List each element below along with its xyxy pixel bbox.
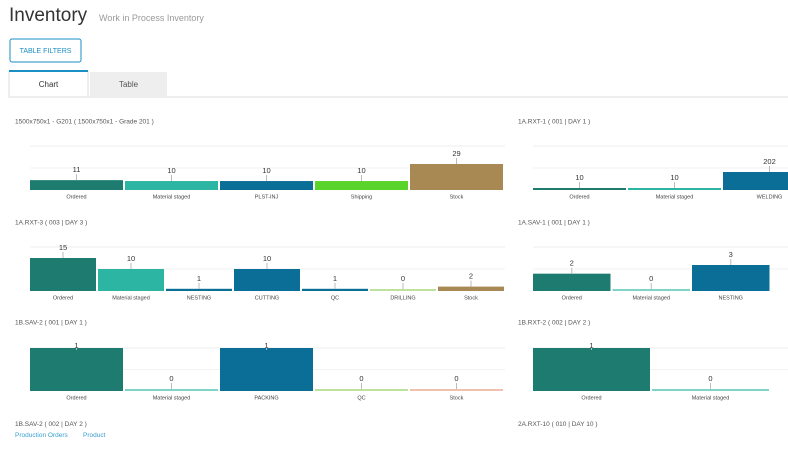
panel-title: 1B.SAV-2 ( 001 | DAY 1 ) [15,320,87,327]
category-label: Ordered [581,395,601,401]
panel-title: 1B.RXT-2 ( 002 | DAY 2 ) [518,320,590,327]
category-label: Stock [450,395,464,401]
bar [692,265,770,291]
bar [220,181,313,190]
filter-button[interactable] [9,38,82,63]
data-label: 10 [262,166,270,175]
category-label: Ordered [66,395,86,401]
bar [220,348,313,391]
data-label: 1 [333,274,337,283]
panel-title: 1A.RXT-1 ( 001 | DAY 1 ) [518,119,590,126]
data-label: 1 [74,341,78,350]
category-label: NESTING [187,295,211,301]
bar [30,180,123,190]
tab[interactable] [90,72,167,97]
category-label: QC [331,295,339,301]
category-label: WELDING [757,194,783,200]
tab-label[interactable]: Table [119,80,139,89]
tab-label[interactable]: Chart [39,80,59,89]
data-label: 10 [357,166,365,175]
data-label: 10 [670,173,678,182]
data-label: 10 [127,254,135,263]
bar [30,348,123,391]
panel-title: 1A.SAV-1 ( 001 | DAY 1 ) [518,220,590,227]
tab-active[interactable] [8,70,89,98]
bar [438,286,504,291]
data-label: 15 [59,243,67,252]
data-label: 11 [73,165,81,174]
category-label: Material staged [153,395,191,401]
data-label: 0 [169,374,173,383]
data-label: 10 [575,173,583,182]
bar [370,289,436,291]
data-label: 2 [469,272,473,281]
data-label: 0 [401,274,405,283]
panel-title: 1B.SAV-2 ( 002 | DAY 2 ) [15,421,87,428]
bar [533,348,650,391]
page-subtitle: Work in Process Inventory [99,13,204,23]
filter-button-label[interactable]: TABLE FILTERS [20,48,72,55]
panel-title: 2A.RXT-10 ( 010 | DAY 10 ) [518,421,598,428]
category-label: Material staged [692,395,730,401]
data-label: 0 [649,274,653,283]
category-label: Ordered [569,194,589,200]
category-label: Material staged [656,194,694,200]
bar [125,389,218,391]
data-label: 1 [589,341,593,350]
category-label: PACKING [254,395,278,401]
data-label: 0 [359,374,363,383]
category-label: Ordered [562,295,582,301]
panel-title: 1500x750x1 - G201 ( 1500x750x1 - Grade 2… [15,119,154,126]
category-label: Material staged [153,194,191,200]
bar [410,389,503,391]
data-label: 2 [570,259,574,268]
bar [410,164,503,190]
data-label: 29 [452,149,460,158]
bar [315,181,408,190]
data-label: 1 [197,274,201,283]
data-label: 10 [167,166,175,175]
bar [652,389,769,391]
bar [125,181,218,190]
bar [533,188,626,190]
data-label: 1 [264,341,268,350]
category-label: NESTING [719,295,743,301]
category-label: QC [357,395,365,401]
data-label: 0 [454,374,458,383]
data-label: 3 [729,250,733,259]
data-label: 10 [263,254,271,263]
bar [315,389,408,391]
category-label: Material staged [632,295,670,301]
bar [628,188,721,190]
category-label: Ordered [53,295,73,301]
category-label: CUTTING [255,295,279,301]
category-label: Stock [450,194,464,200]
footer-link[interactable]: Product [83,432,106,439]
category-label: Material staged [112,295,150,301]
category-label: Ordered [66,194,86,200]
bar [166,288,232,291]
bar [612,289,690,291]
bar [98,269,164,291]
bar [533,273,611,291]
bar [30,258,96,291]
category-label: Stock [464,295,478,301]
category-label: PLST-INJ [255,194,279,200]
data-label: 0 [708,374,712,383]
bar [723,172,788,190]
category-label: Shipping [351,194,372,200]
page-title: Inventory [9,5,88,26]
data-label: 202 [763,157,776,166]
panel-title: 1A.RXT-3 ( 003 | DAY 3 ) [15,220,87,227]
category-label: DRILLING [390,295,415,301]
bar [234,269,300,291]
footer-link[interactable]: Production Orders [15,432,68,439]
bar [302,288,368,291]
